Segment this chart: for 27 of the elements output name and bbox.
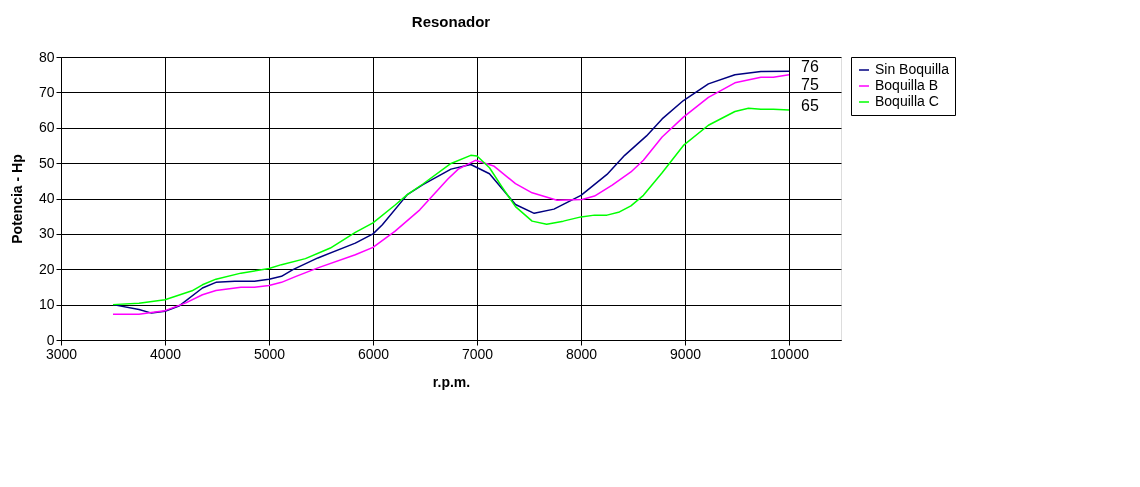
x-tick-label: 8000 — [565, 345, 598, 362]
x-tick-label: 6000 — [357, 345, 390, 362]
legend-label: Sin Boquilla — [875, 61, 950, 77]
y-axis-title: Potencia - Hp — [8, 154, 25, 244]
x-tick-label: 3000 — [45, 345, 78, 362]
y-tick-label: 40 — [38, 190, 55, 206]
y-tick-label: 80 — [38, 48, 55, 65]
y-tick-label: 10 — [38, 296, 55, 313]
chart-title: Resonador — [411, 13, 491, 30]
legend-label: Boquilla C — [875, 93, 939, 109]
x-tick-label: 9000 — [669, 345, 702, 362]
data-label: 65 — [801, 97, 819, 115]
x-tick-label: 10000 — [770, 345, 810, 362]
data-label: 75 — [801, 75, 819, 93]
y-tick-label: 30 — [38, 225, 55, 242]
legend-label: Boquilla B — [875, 77, 939, 93]
line-series — [112, 107, 790, 306]
y-tick-label: 50 — [38, 154, 55, 171]
y-tick-label: 20 — [38, 260, 55, 277]
y-tick-label: 70 — [38, 83, 55, 100]
x-tick-label: 5000 — [253, 345, 286, 362]
x-tick-label: 4000 — [149, 345, 182, 362]
data-label: 76 — [801, 58, 819, 76]
y-tick-label: 60 — [38, 119, 55, 136]
x-axis-title: r.p.m. — [432, 373, 471, 390]
x-tick-label: 7000 — [461, 345, 494, 362]
y-tick-label: 0 — [46, 331, 55, 348]
